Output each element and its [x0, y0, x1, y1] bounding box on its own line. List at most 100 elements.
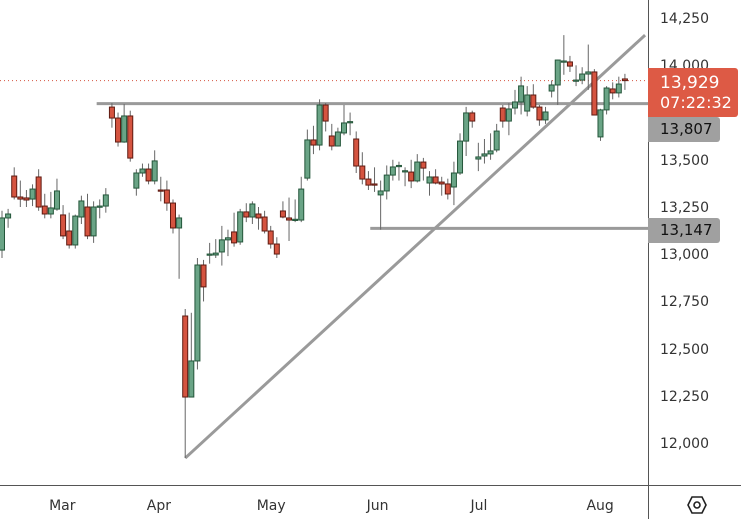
candle-body-down [200, 264, 207, 288]
candle-body-up [304, 139, 311, 179]
candle-body-up [524, 94, 531, 112]
candle-body-up [481, 153, 488, 157]
candle [365, 171, 372, 191]
candle [334, 127, 341, 147]
candle-body-down [255, 213, 262, 219]
candle [231, 212, 238, 247]
candle-body-down [420, 161, 427, 169]
candle-body-down [267, 230, 274, 245]
candle-body-up [389, 166, 396, 176]
candle-body-up [560, 60, 567, 63]
candle-body-down [145, 168, 152, 182]
candle-body-down [60, 214, 67, 237]
candle [255, 207, 262, 230]
candle [286, 197, 293, 242]
candle-body-up [72, 215, 79, 246]
candle-body-down [328, 135, 335, 147]
candle [23, 190, 30, 208]
candle-body-down [23, 197, 30, 201]
candle [292, 199, 299, 223]
candle-body-down [273, 243, 280, 255]
candle [542, 106, 549, 124]
last-price-tag: 13,929 07:22:32 [648, 68, 738, 117]
candle [115, 112, 122, 147]
candle [463, 106, 470, 157]
candle [560, 35, 567, 75]
candle-body-down [66, 230, 73, 246]
candle-body-down [157, 189, 164, 192]
candle-body-up [414, 161, 421, 182]
candle [383, 165, 390, 200]
candle-body-up [402, 170, 409, 173]
candle [151, 150, 158, 185]
candle [371, 167, 378, 192]
candle-body-up [292, 218, 299, 221]
candle-body-up [188, 360, 195, 398]
trendline [184, 34, 647, 460]
candle-body-up [151, 160, 158, 182]
candle-body-up [475, 156, 482, 160]
candle [90, 201, 97, 243]
settings-hexagon-icon[interactable] [686, 494, 708, 516]
candle [5, 208, 12, 228]
candle [188, 312, 195, 398]
candle-body-up [340, 122, 347, 134]
candle [554, 59, 561, 106]
candle-body-down [231, 231, 238, 244]
candle [347, 112, 354, 136]
candle-body-up [493, 130, 500, 151]
candle-body-up [218, 239, 225, 253]
candle [493, 123, 500, 153]
candle [340, 105, 347, 136]
candle-body-down [609, 88, 616, 94]
candle-body-down [115, 117, 122, 143]
candle [261, 210, 268, 234]
candle-body-up [597, 109, 604, 138]
candle-body-down [310, 139, 317, 146]
candle [420, 157, 427, 181]
candle-body-down [41, 205, 48, 215]
candle-body-up [457, 140, 464, 174]
candle-body-up [487, 150, 494, 155]
candle-body-down [163, 189, 170, 204]
candle [273, 237, 280, 259]
candle [41, 193, 48, 219]
candle-body-down [17, 196, 24, 200]
candle [163, 180, 170, 211]
candle [206, 242, 213, 264]
candle [200, 259, 207, 302]
candle-body-up [573, 79, 580, 82]
candle [457, 133, 464, 175]
candle-body-up [347, 121, 354, 124]
candle-body-down [127, 115, 134, 159]
candle-body-down [322, 104, 329, 122]
candle [518, 76, 525, 115]
candle [438, 176, 445, 196]
candle [298, 176, 305, 223]
candle [579, 67, 586, 85]
candle [566, 55, 573, 72]
price-tick-label: 13,000 [660, 247, 709, 264]
bar-countdown: 07:22:32 [660, 93, 732, 112]
candle-body-up [579, 73, 586, 81]
candle [66, 212, 73, 249]
candle-body-up [585, 71, 592, 75]
candle [432, 169, 439, 185]
time-tick-label: Jun [366, 498, 389, 514]
candle-body-up [377, 190, 384, 196]
candle [29, 184, 36, 207]
candle-body-up [334, 131, 341, 147]
candle [481, 139, 488, 164]
price-tick-label: 12,250 [660, 388, 709, 405]
candle-body-up [224, 237, 231, 241]
candle-body-up [90, 206, 97, 237]
candle-body-down [444, 183, 451, 195]
candle-body-up [542, 111, 549, 121]
candle [536, 105, 543, 126]
candle [377, 180, 384, 230]
candle-body-down [243, 211, 250, 218]
candle-body-down [371, 183, 378, 186]
candle [426, 171, 433, 196]
candle [395, 161, 402, 181]
